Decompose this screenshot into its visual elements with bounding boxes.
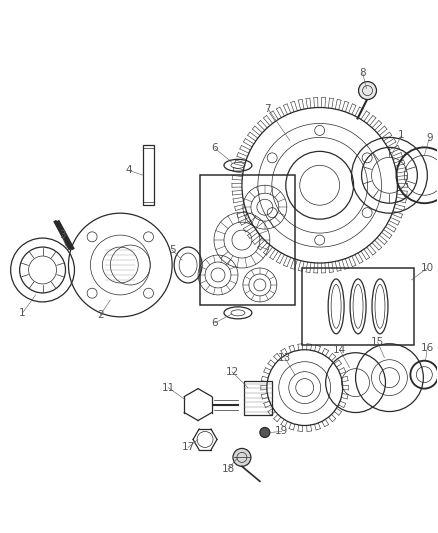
Text: 1: 1 xyxy=(398,131,405,140)
Text: 7: 7 xyxy=(265,103,271,114)
Circle shape xyxy=(359,82,377,100)
Circle shape xyxy=(260,427,270,438)
Text: 10: 10 xyxy=(421,263,434,273)
Circle shape xyxy=(233,448,251,466)
Bar xyxy=(244,381,272,415)
Text: 1: 1 xyxy=(19,308,26,318)
Bar xyxy=(200,175,295,305)
Text: 4: 4 xyxy=(125,165,131,175)
Text: 15: 15 xyxy=(371,337,384,347)
Bar xyxy=(302,268,414,345)
Text: 6: 6 xyxy=(212,143,218,154)
Text: 11: 11 xyxy=(162,383,175,393)
Text: 6: 6 xyxy=(212,318,218,328)
Text: 3: 3 xyxy=(59,230,66,240)
Text: 18: 18 xyxy=(221,464,235,474)
Text: 9: 9 xyxy=(426,133,433,143)
Text: 13: 13 xyxy=(278,353,291,363)
Text: 19: 19 xyxy=(275,426,289,437)
Text: 16: 16 xyxy=(421,343,434,353)
Text: 12: 12 xyxy=(225,367,239,377)
Text: 14: 14 xyxy=(333,345,346,355)
Text: 8: 8 xyxy=(359,68,366,78)
Text: 5: 5 xyxy=(169,245,176,255)
Text: 2: 2 xyxy=(97,310,104,320)
Text: 17: 17 xyxy=(181,442,195,453)
Bar xyxy=(143,146,154,205)
